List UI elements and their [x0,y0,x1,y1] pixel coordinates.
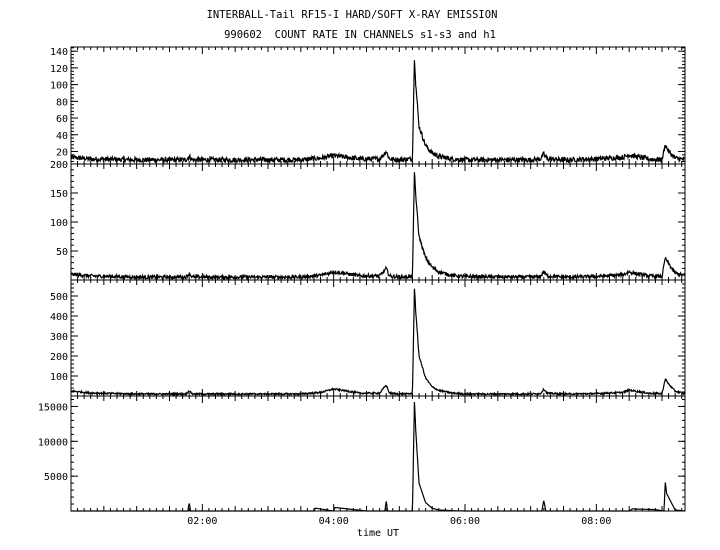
panel-2-series-line [70,172,686,282]
panel-4-ytick-label: 5000 [44,472,68,483]
panel-1-ytick-label: 120 [50,64,68,75]
x-tick-label: 06:00 [450,516,480,527]
panel-3-frame [70,279,686,397]
panel-1-ytick-label: 60 [56,114,68,125]
panel-2-ytick-label: 50 [56,247,68,258]
panel-4-ytick-label: 10000 [38,437,68,448]
panel-3-ytick-label: 100 [50,372,68,383]
panel-3-ytick-label: 200 [50,352,68,363]
panel-2-ytick-label: 150 [50,189,68,200]
panel-1-ytick-label: 80 [56,97,68,108]
panel-3-ytick-label: 500 [50,292,68,303]
panel-2-frame [70,163,686,281]
x-tick-label: 04:00 [319,516,349,527]
panel-1-ytick-label: 140 [50,47,68,58]
panel-2-ytick-label: 100 [50,218,68,229]
panel-4-frame [70,395,686,512]
x-axis-label: time UT [357,528,399,539]
panel-4-series-line [71,401,685,512]
chart-subtitle: 990602 COUNT RATE IN CHANNELS s1-s3 and … [224,29,496,41]
x-tick-label: 08:00 [581,516,611,527]
chart-title: INTERBALL-Tail RF15-I HARD/SOFT X-RAY EM… [206,9,498,21]
panel-1-series-line [70,60,685,165]
panel-2-ytick-label: 200 [50,160,68,171]
panel-3-ytick-label: 300 [50,332,68,343]
panel-1-ytick-label: 40 [56,131,68,142]
panel-4-ytick-label: 15000 [38,402,68,413]
panel-3-series-line [71,288,686,397]
panel-1-ytick-label: 20 [56,147,68,158]
x-tick-label: 02:00 [187,516,217,527]
panel-3-ytick-label: 400 [50,312,68,323]
panel-1-ytick-label: 100 [50,81,68,92]
panel-1-frame [70,46,686,165]
